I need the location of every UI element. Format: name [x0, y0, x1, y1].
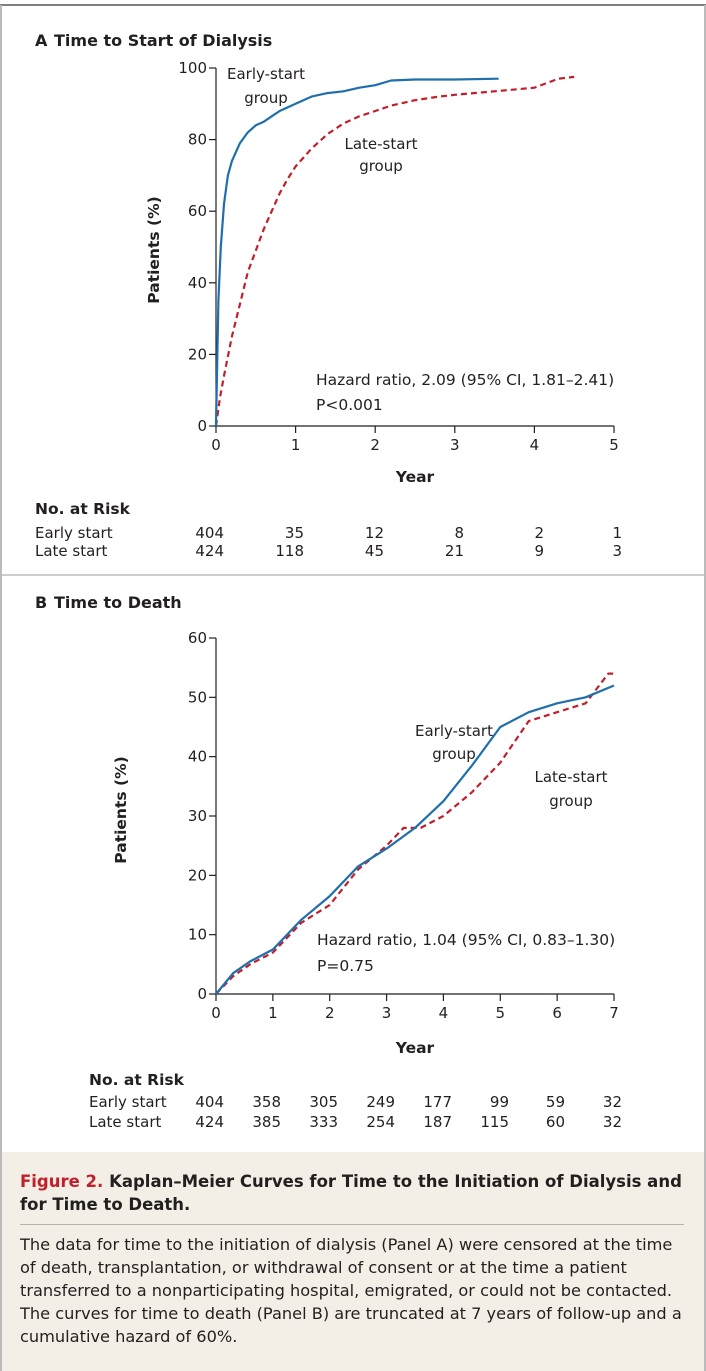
- y-tick-label-a-40: 40: [188, 274, 207, 292]
- risk-cell-b-0-0: 404: [195, 1093, 224, 1111]
- risk-cell-b-1-7: 32: [603, 1113, 622, 1131]
- risk-cell-a-0-2: 12: [365, 524, 384, 542]
- risk-cell-a-0-1: 35: [285, 524, 304, 542]
- risk-cell-a-0-0: 404: [195, 524, 224, 542]
- x-tick-label-b-7: 7: [609, 1004, 619, 1022]
- risk-cell-b-1-4: 187: [423, 1113, 452, 1131]
- series-label-b-early-0: Early-start: [415, 722, 493, 740]
- risk-cell-a-1-1: 118: [275, 542, 304, 560]
- hazard-annotation-a-0: Hazard ratio, 2.09 (95% CI, 1.81–2.41): [316, 371, 614, 389]
- x-tick-label-b-3: 3: [382, 1004, 392, 1022]
- risk-cell-b-0-1: 358: [252, 1093, 281, 1111]
- risk-cell-b-1-2: 333: [309, 1113, 338, 1131]
- risk-cell-b-0-6: 59: [546, 1093, 565, 1111]
- risk-cell-b-1-0: 424: [195, 1113, 224, 1131]
- risk-cell-b-1-1: 385: [252, 1113, 281, 1131]
- panel-a-time-to-dialysis: A Time to Start of Dialysis 0 20 40 60 80 100 0 1…: [35, 31, 622, 560]
- y-tick-label-a-60: 60: [188, 202, 207, 220]
- hazard-annotation-a-1: P<0.001: [316, 396, 383, 414]
- x-tick-label-b-2: 2: [325, 1004, 335, 1022]
- series-label-b-late-0: Late-start: [534, 768, 607, 786]
- x-axis-label-a: Year: [395, 468, 435, 486]
- hazard-annotation-b-0: Hazard ratio, 1.04 (95% CI, 0.83–1.30): [317, 931, 615, 949]
- hazard-annotation-b-1: P=0.75: [317, 957, 374, 975]
- risk-cell-b-0-7: 32: [603, 1093, 622, 1111]
- y-tick-label-b-30: 30: [188, 807, 207, 825]
- series-label-b-late-1: group: [549, 792, 593, 810]
- caption-title: Figure 2. Kaplan–Meier Curves for Time t…: [20, 1170, 684, 1216]
- risk-cell-b-0-4: 177: [423, 1093, 452, 1111]
- risk-cell-a-0-5: 1: [612, 524, 622, 542]
- caption-divider: [20, 1224, 684, 1225]
- panel-title-b: Time to Death: [54, 593, 182, 612]
- risk-row-label-a-0: Early start: [35, 524, 113, 542]
- risk-row-label-b-0: Early start: [89, 1093, 167, 1111]
- series-label-a-early-1: group: [244, 89, 288, 107]
- risk-row-label-b-1: Late start: [89, 1113, 161, 1131]
- x-tick-label-a-2: 2: [370, 436, 380, 454]
- series-label-a-late-1: group: [359, 157, 403, 175]
- y-tick-label-b-50: 50: [188, 688, 207, 706]
- figure-caption: Figure 2. Kaplan–Meier Curves for Time t…: [0, 1152, 706, 1371]
- risk-cell-a-1-5: 3: [612, 542, 622, 560]
- x-tick-label-a-4: 4: [530, 436, 540, 454]
- series-label-a-late-0: Late-start: [344, 135, 417, 153]
- figure-label: Figure 2.: [20, 1172, 104, 1191]
- x-tick-label-a-5: 5: [609, 436, 619, 454]
- risk-cell-a-1-4: 9: [534, 542, 544, 560]
- y-tick-label-b-0: 0: [197, 985, 207, 1003]
- y-tick-label-a-100: 100: [178, 59, 207, 77]
- risk-cell-b-1-6: 60: [546, 1113, 565, 1131]
- x-tick-label-a-0: 0: [211, 436, 221, 454]
- y-axis-label-b: Patients (%): [112, 756, 130, 863]
- series-label-a-early-0: Early-start: [227, 65, 305, 83]
- figure-frame: [0, 4, 706, 1152]
- y-tick-label-a-20: 20: [188, 345, 207, 363]
- series-line-b-early-start: [215, 684, 615, 995]
- series-line-a-late-start: [214, 75, 575, 427]
- panel-title-a: Time to Start of Dialysis: [54, 31, 272, 50]
- y-tick-label-a-80: 80: [188, 131, 207, 149]
- x-tick-label-b-0: 0: [211, 1004, 221, 1022]
- x-tick-label-a-3: 3: [450, 436, 460, 454]
- y-tick-label-b-20: 20: [188, 866, 207, 884]
- risk-row-label-a-1: Late start: [35, 542, 107, 560]
- x-tick-label-a-1: 1: [291, 436, 301, 454]
- risk-cell-a-1-2: 45: [365, 542, 384, 560]
- risk-cell-b-1-3: 254: [366, 1113, 395, 1131]
- panel-letter-b: B: [35, 593, 47, 612]
- y-tick-label-b-40: 40: [188, 748, 207, 766]
- risk-cell-a-0-3: 8: [454, 524, 464, 542]
- x-tick-label-b-1: 1: [268, 1004, 278, 1022]
- y-tick-label-a-0: 0: [197, 417, 207, 435]
- risk-cell-a-0-4: 2: [534, 524, 544, 542]
- caption-body: The data for time to the initiation of d…: [20, 1235, 682, 1346]
- panel-letter-a: A: [35, 31, 48, 50]
- x-tick-label-b-4: 4: [439, 1004, 449, 1022]
- risk-cell-a-1-3: 21: [445, 542, 464, 560]
- series-label-b-early-1: group: [432, 745, 476, 763]
- risk-table-header-a: No. at Risk: [35, 500, 131, 518]
- x-tick-label-b-6: 6: [552, 1004, 562, 1022]
- risk-cell-a-1-0: 424: [195, 542, 224, 560]
- x-tick-label-b-5: 5: [496, 1004, 506, 1022]
- series-line-a-early-start: [214, 77, 499, 427]
- risk-cell-b-0-5: 99: [490, 1093, 509, 1111]
- risk-table-header-b: No. at Risk: [89, 1071, 185, 1089]
- risk-cell-b-0-3: 249: [366, 1093, 395, 1111]
- x-axis-label-b: Year: [395, 1039, 435, 1057]
- y-tick-label-b-10: 10: [188, 926, 207, 944]
- risk-cell-b-1-5: 115: [480, 1113, 509, 1131]
- y-axis-label-a: Patients (%): [145, 196, 163, 303]
- caption-title-text: Kaplan–Meier Curves for Time to the Init…: [20, 1172, 682, 1214]
- panel-b-time-to-death: B Time to Death 0 10 20 30 40 50 60 0 1 2 3 4 5 6 7 Year P…: [35, 593, 622, 1131]
- series-line-b-late-start: [215, 672, 614, 995]
- y-tick-label-b-60: 60: [188, 629, 207, 647]
- risk-cell-b-0-2: 305: [309, 1093, 338, 1111]
